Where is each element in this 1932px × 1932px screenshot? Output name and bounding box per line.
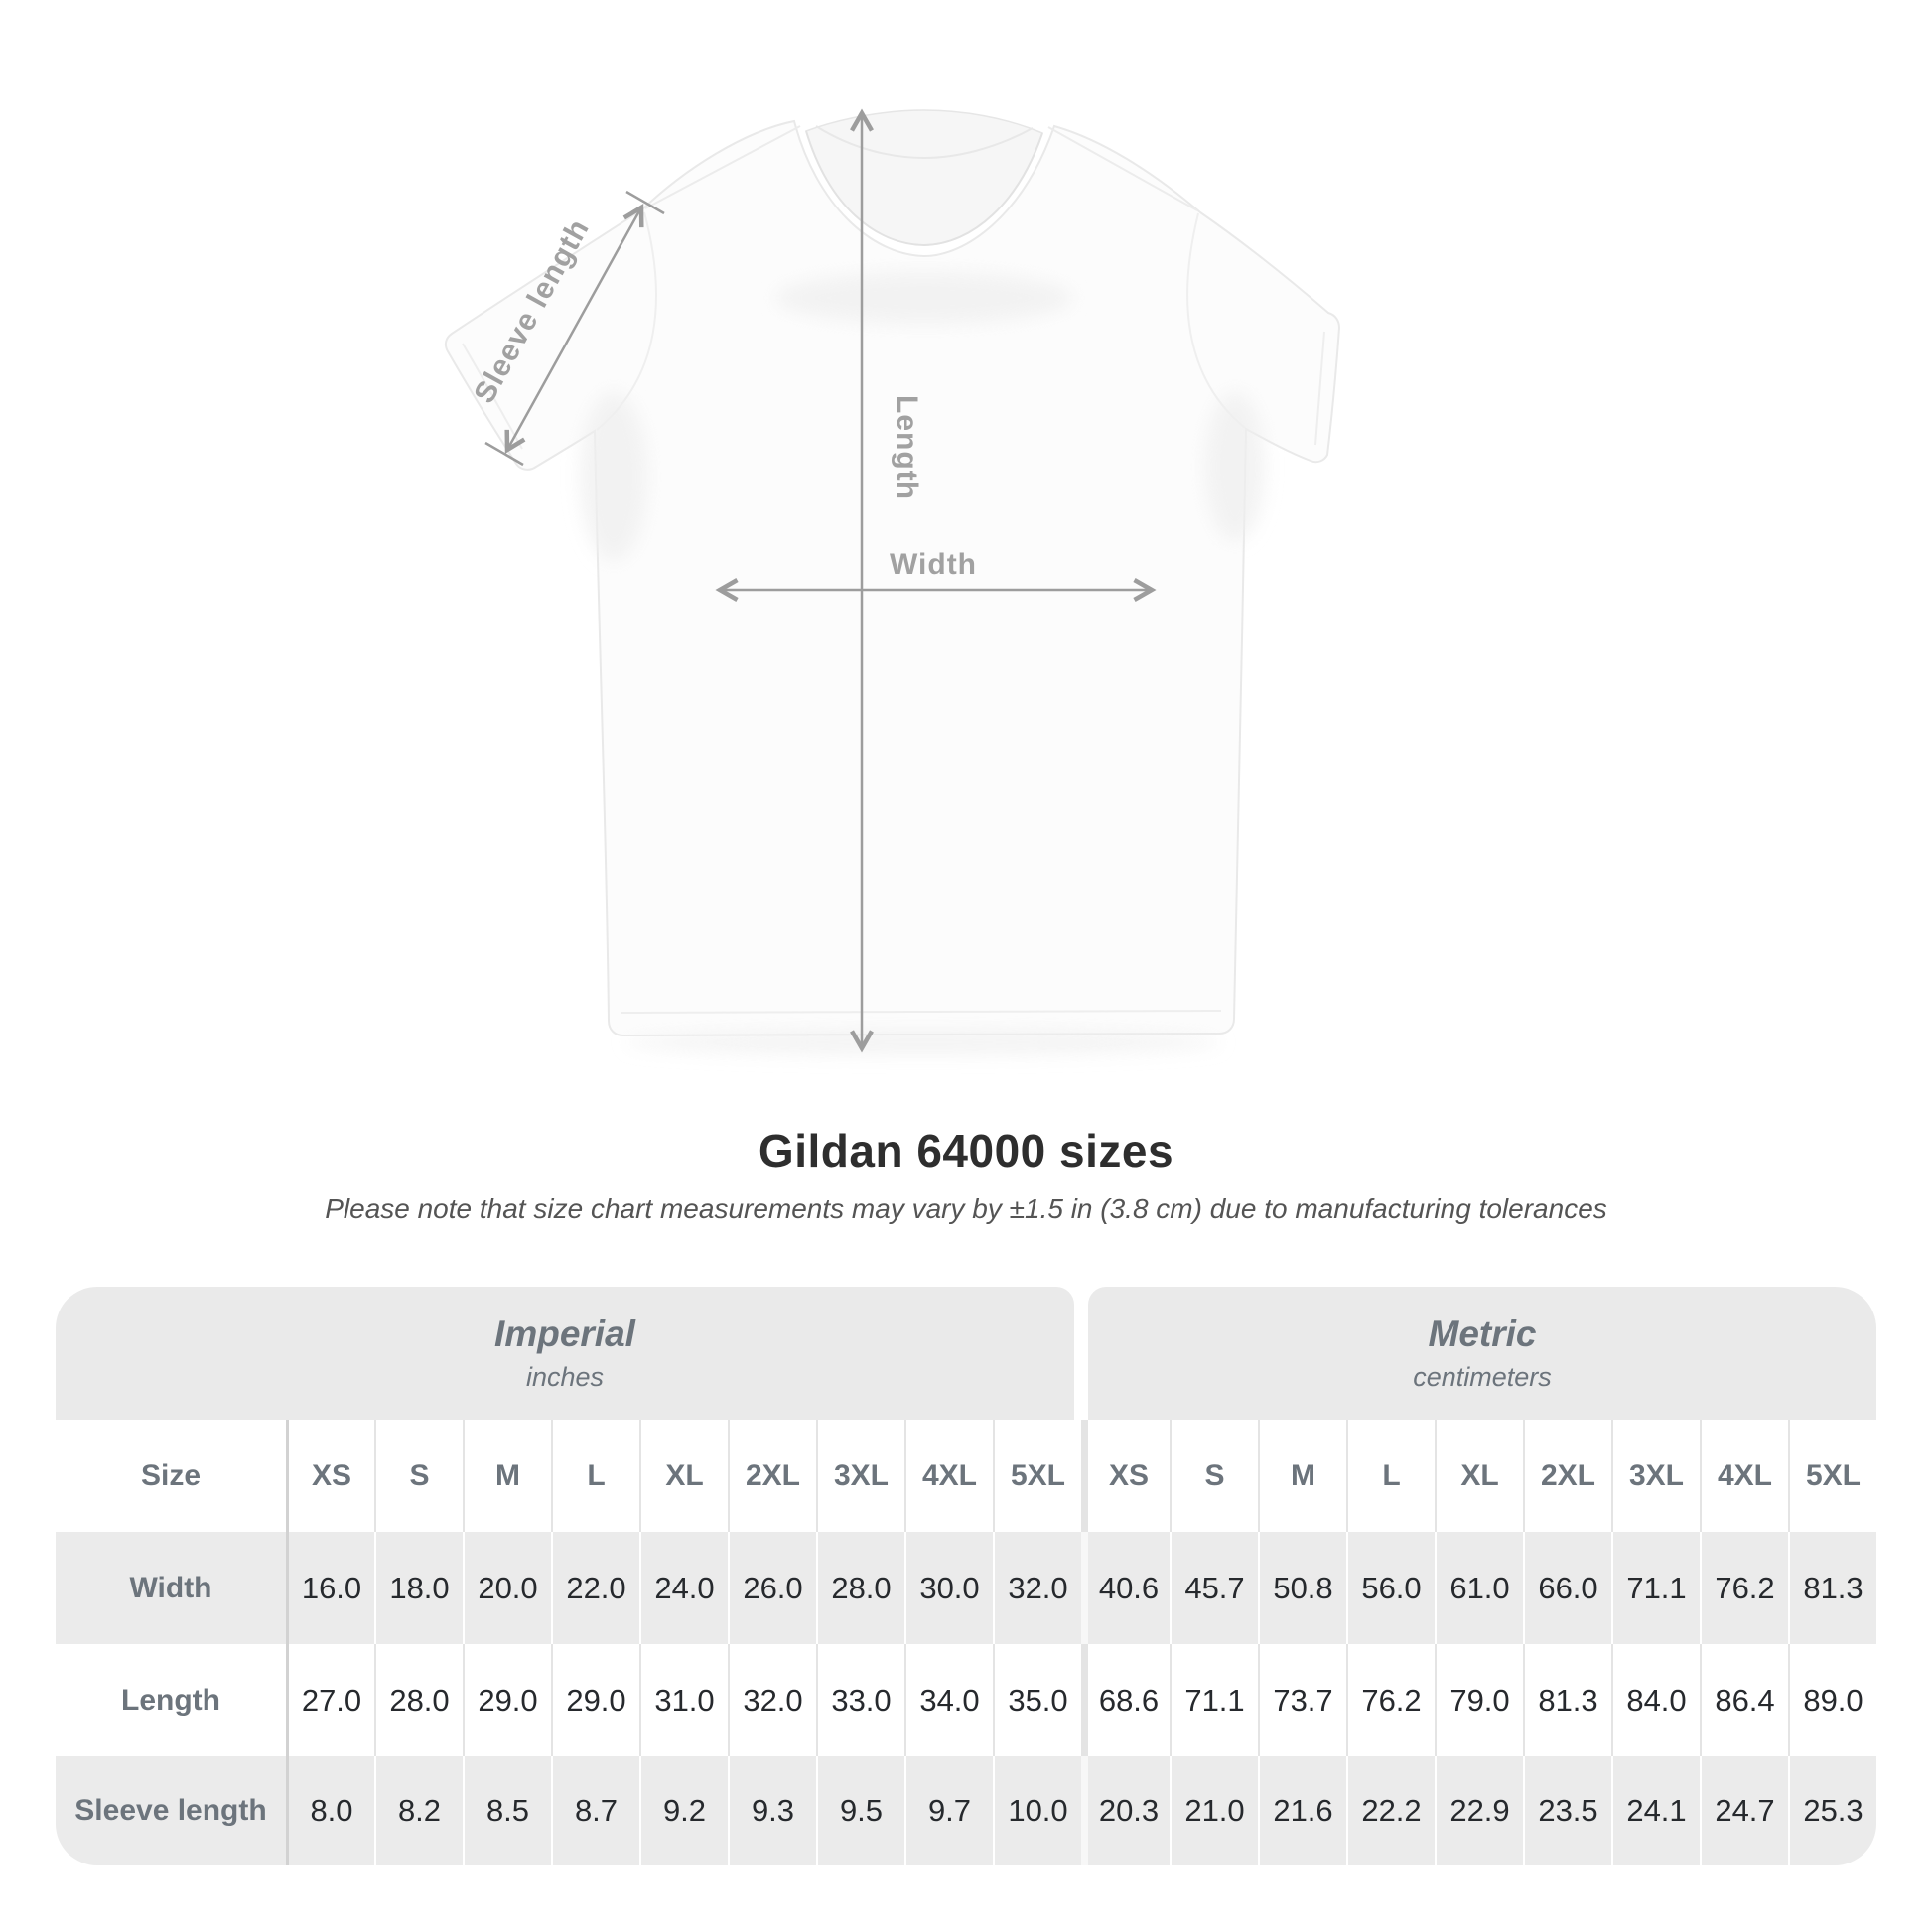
sleeve-end-tick <box>625 190 665 215</box>
size-column-header: M <box>463 1420 551 1532</box>
size-column-header: 3XL <box>816 1420 904 1532</box>
measurement-value: 24.1 <box>1611 1756 1700 1865</box>
measurement-value: 9.5 <box>816 1756 904 1865</box>
size-header-row: Size XS S M L XL 2XL 3XL 4XL 5XL XS S M L XL 2XL 3XL 4XL 5… <box>56 1420 1876 1532</box>
measurement-value: 28.0 <box>374 1644 463 1756</box>
measurement-value: 8.5 <box>463 1756 551 1865</box>
section-imperial: Imperial inches <box>56 1287 1074 1420</box>
measurement-value: 21.0 <box>1170 1756 1258 1865</box>
section-unit: inches <box>525 1362 605 1392</box>
measurement-value: 40.6 <box>1081 1532 1170 1644</box>
measurement-value: 10.0 <box>993 1756 1081 1865</box>
measurement-value: 81.3 <box>1788 1532 1876 1644</box>
row-label: Width <box>129 1571 212 1604</box>
measurement-value: 9.7 <box>904 1756 993 1865</box>
measurement-value: 20.3 <box>1081 1756 1170 1865</box>
measurement-value: 18.0 <box>374 1532 463 1644</box>
size-header-label: Size <box>140 1458 202 1492</box>
size-column-header: L <box>551 1420 639 1532</box>
measurement-value: 32.0 <box>728 1644 816 1756</box>
size-column-header: 5XL <box>993 1420 1081 1532</box>
sleeve-end-tick <box>484 441 524 467</box>
section-title: Metric <box>1428 1313 1537 1354</box>
measurement-value: 61.0 <box>1435 1532 1523 1644</box>
tolerance-note: Please note that size chart measurements… <box>325 1193 1607 1224</box>
measurement-value: 84.0 <box>1611 1644 1700 1756</box>
tshirt-diagram: Width Length Sleeve length <box>444 108 1341 1054</box>
sleeve-measure-line <box>504 204 644 454</box>
measurement-value: 22.0 <box>551 1532 639 1644</box>
size-column-header: M <box>1258 1420 1346 1532</box>
measurement-value: 81.3 <box>1523 1644 1611 1756</box>
measurement-value: 22.2 <box>1346 1756 1435 1865</box>
section-title: Imperial <box>494 1313 635 1354</box>
measurement-value: 56.0 <box>1346 1532 1435 1644</box>
size-column-header: XS <box>286 1420 374 1532</box>
size-column-header: 3XL <box>1611 1420 1700 1532</box>
size-column-header: XL <box>639 1420 728 1532</box>
measure-row-sleeve-length: Sleeve length 8.0 8.2 8.5 8.7 9.2 9.3 9.5 9.7 10.… <box>56 1756 1876 1865</box>
size-column-header: XL <box>1435 1420 1523 1532</box>
measurement-value: 9.2 <box>639 1756 728 1865</box>
measurement-value: 26.0 <box>728 1532 816 1644</box>
measurement-value: 20.0 <box>463 1532 551 1644</box>
measurement-value: 73.7 <box>1258 1644 1346 1756</box>
section-unit: centimeters <box>1413 1362 1552 1392</box>
measurement-value: 33.0 <box>816 1644 904 1756</box>
heading-block: Gildan 64000 sizes Please note that size… <box>0 1124 1932 1225</box>
measurement-value: 31.0 <box>639 1644 728 1756</box>
width-label: Width <box>890 548 977 581</box>
size-column-header: L <box>1346 1420 1435 1532</box>
measurement-value: 34.0 <box>904 1644 993 1756</box>
row-label: Sleeve length <box>74 1794 267 1827</box>
measurement-value: 76.2 <box>1346 1644 1435 1756</box>
measurement-value: 28.0 <box>816 1532 904 1644</box>
measure-row-width: Width 16.0 18.0 20.0 22.0 24.0 26.0 28.0 30.0 32.… <box>56 1532 1876 1644</box>
measurement-value: 21.6 <box>1258 1756 1346 1865</box>
size-column-header: 2XL <box>728 1420 816 1532</box>
measurement-value: 22.9 <box>1435 1756 1523 1865</box>
measurement-value: 25.3 <box>1788 1756 1876 1865</box>
measurement-value: 79.0 <box>1435 1644 1523 1756</box>
measurement-value: 8.0 <box>286 1756 374 1865</box>
measurement-value: 27.0 <box>286 1644 374 1756</box>
size-chart-table: Imperial inches Metric centimeters Size X… <box>56 1287 1876 1865</box>
measurement-value: 71.1 <box>1170 1644 1258 1756</box>
measurement-value: 35.0 <box>993 1644 1081 1756</box>
section-metric: Metric centimeters <box>1088 1287 1876 1420</box>
measure-row-length: Length 27.0 28.0 29.0 29.0 31.0 32.0 33.0 34.0 35… <box>56 1644 1876 1756</box>
size-column-header: 4XL <box>1700 1420 1788 1532</box>
measurement-value: 8.7 <box>551 1756 639 1865</box>
measurement-value: 23.5 <box>1523 1756 1611 1865</box>
measurement-value: 50.8 <box>1258 1532 1346 1644</box>
measurement-value: 24.7 <box>1700 1756 1788 1865</box>
measurement-value: 29.0 <box>463 1644 551 1756</box>
measurement-value: 66.0 <box>1523 1532 1611 1644</box>
measurement-value: 76.2 <box>1700 1532 1788 1644</box>
size-column-header: 2XL <box>1523 1420 1611 1532</box>
length-label: Length <box>891 395 923 500</box>
row-label: Length <box>121 1683 220 1717</box>
measurement-value: 68.6 <box>1081 1644 1170 1756</box>
size-column-header: 4XL <box>904 1420 993 1532</box>
measurement-value: 89.0 <box>1788 1644 1876 1756</box>
measurement-value: 45.7 <box>1170 1532 1258 1644</box>
size-column-header: 5XL <box>1788 1420 1876 1532</box>
size-column-header: S <box>374 1420 463 1532</box>
measurement-value: 9.3 <box>728 1756 816 1865</box>
measurement-value: 86.4 <box>1700 1644 1788 1756</box>
size-column-header: S <box>1170 1420 1258 1532</box>
page-title: Gildan 64000 sizes <box>758 1125 1174 1176</box>
measurement-value: 8.2 <box>374 1756 463 1865</box>
measurement-value: 24.0 <box>639 1532 728 1644</box>
size-column-header: XS <box>1081 1420 1170 1532</box>
measurement-value: 71.1 <box>1611 1532 1700 1644</box>
measurement-value: 32.0 <box>993 1532 1081 1644</box>
measurement-value: 16.0 <box>286 1532 374 1644</box>
measurement-value: 29.0 <box>551 1644 639 1756</box>
measurement-value: 30.0 <box>904 1532 993 1644</box>
section-header-row: Imperial inches Metric centimeters <box>56 1287 1876 1420</box>
